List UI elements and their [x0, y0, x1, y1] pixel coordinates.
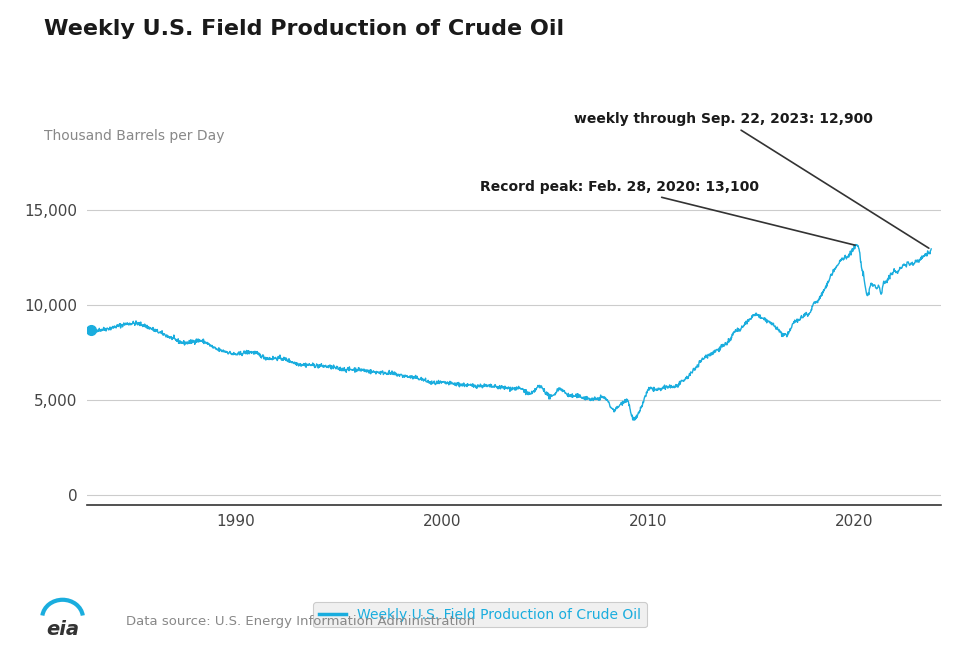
Text: Weekly U.S. Field Production of Crude Oil: Weekly U.S. Field Production of Crude Oi…: [44, 19, 563, 39]
Legend: Weekly U.S. Field Production of Crude Oil: Weekly U.S. Field Production of Crude Oi…: [313, 602, 646, 628]
Text: Record peak: Feb. 28, 2020: 13,100: Record peak: Feb. 28, 2020: 13,100: [480, 180, 855, 245]
Text: eia: eia: [46, 620, 79, 639]
Text: Thousand Barrels per Day: Thousand Barrels per Day: [44, 129, 224, 144]
Text: weekly through Sep. 22, 2023: 12,900: weekly through Sep. 22, 2023: 12,900: [573, 112, 928, 248]
Text: Data source: U.S. Energy Information Administration: Data source: U.S. Energy Information Adm…: [126, 615, 475, 628]
